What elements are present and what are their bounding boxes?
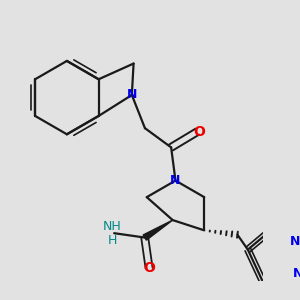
- Text: O: O: [143, 261, 155, 275]
- Text: O: O: [193, 125, 205, 139]
- Polygon shape: [143, 220, 173, 240]
- Text: N: N: [127, 88, 137, 101]
- Text: N: N: [170, 174, 181, 187]
- Text: N: N: [293, 267, 300, 280]
- Text: N: N: [290, 235, 300, 248]
- Text: NH: NH: [103, 220, 122, 233]
- Text: H: H: [108, 234, 117, 247]
